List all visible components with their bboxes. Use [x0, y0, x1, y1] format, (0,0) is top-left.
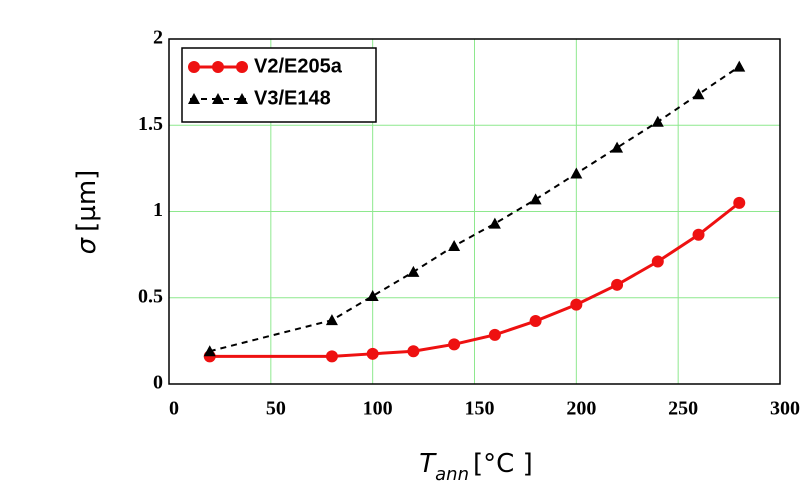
point	[611, 278, 624, 291]
y-tick-label: 1	[153, 199, 163, 221]
point	[407, 265, 420, 277]
x-tick-label: 0	[169, 398, 179, 420]
point	[448, 240, 461, 251]
x-tick-label: 50	[266, 398, 286, 420]
x-label-subscript: ann	[435, 464, 469, 485]
point	[488, 328, 501, 341]
x-axis-label: Tann [°C ]	[419, 449, 532, 485]
point	[651, 115, 664, 127]
legend-marker	[212, 93, 224, 104]
legend-label: V3/E148	[254, 87, 331, 109]
x-tick-label: 300	[770, 398, 800, 420]
legend-marker	[236, 93, 248, 104]
point	[203, 345, 216, 357]
point	[570, 167, 583, 179]
point	[651, 255, 664, 268]
point	[692, 88, 705, 100]
y-tick-label: 1.5	[138, 113, 163, 135]
point	[325, 314, 338, 326]
plot-frame	[168, 38, 781, 385]
y-tick-label: 0	[153, 372, 163, 394]
legend-box	[181, 47, 377, 123]
point	[325, 350, 338, 363]
y-label-symbol: σ	[72, 236, 102, 254]
y-label-unit: [µm]	[72, 170, 102, 232]
point	[488, 217, 501, 229]
series-line	[209, 201, 741, 358]
point	[529, 193, 542, 205]
legend-marker	[188, 93, 200, 104]
legend-label: V2/E205a	[254, 55, 343, 77]
y-axis-label: σ [µm]	[72, 170, 102, 255]
point	[570, 298, 583, 311]
point	[529, 315, 542, 328]
x-label-unit: [°C ]	[473, 449, 533, 479]
legend-marker	[212, 61, 224, 73]
x-label-symbol: T	[419, 449, 437, 479]
x-tick-label: 250	[668, 398, 698, 420]
x-tick-label: 100	[363, 398, 393, 420]
point	[692, 228, 705, 241]
y-tick-label: 0.5	[138, 285, 163, 307]
point	[366, 347, 379, 360]
x-tick-label: 150	[465, 398, 495, 420]
point	[448, 338, 461, 351]
point	[407, 345, 420, 358]
x-tick-label: 200	[566, 398, 596, 420]
legend-marker	[188, 61, 200, 73]
point	[733, 196, 746, 209]
point	[611, 141, 624, 153]
point	[366, 290, 379, 302]
y-tick-label: 2	[153, 27, 163, 49]
legend-marker	[236, 61, 248, 73]
series-line	[209, 65, 740, 353]
point	[733, 60, 746, 72]
